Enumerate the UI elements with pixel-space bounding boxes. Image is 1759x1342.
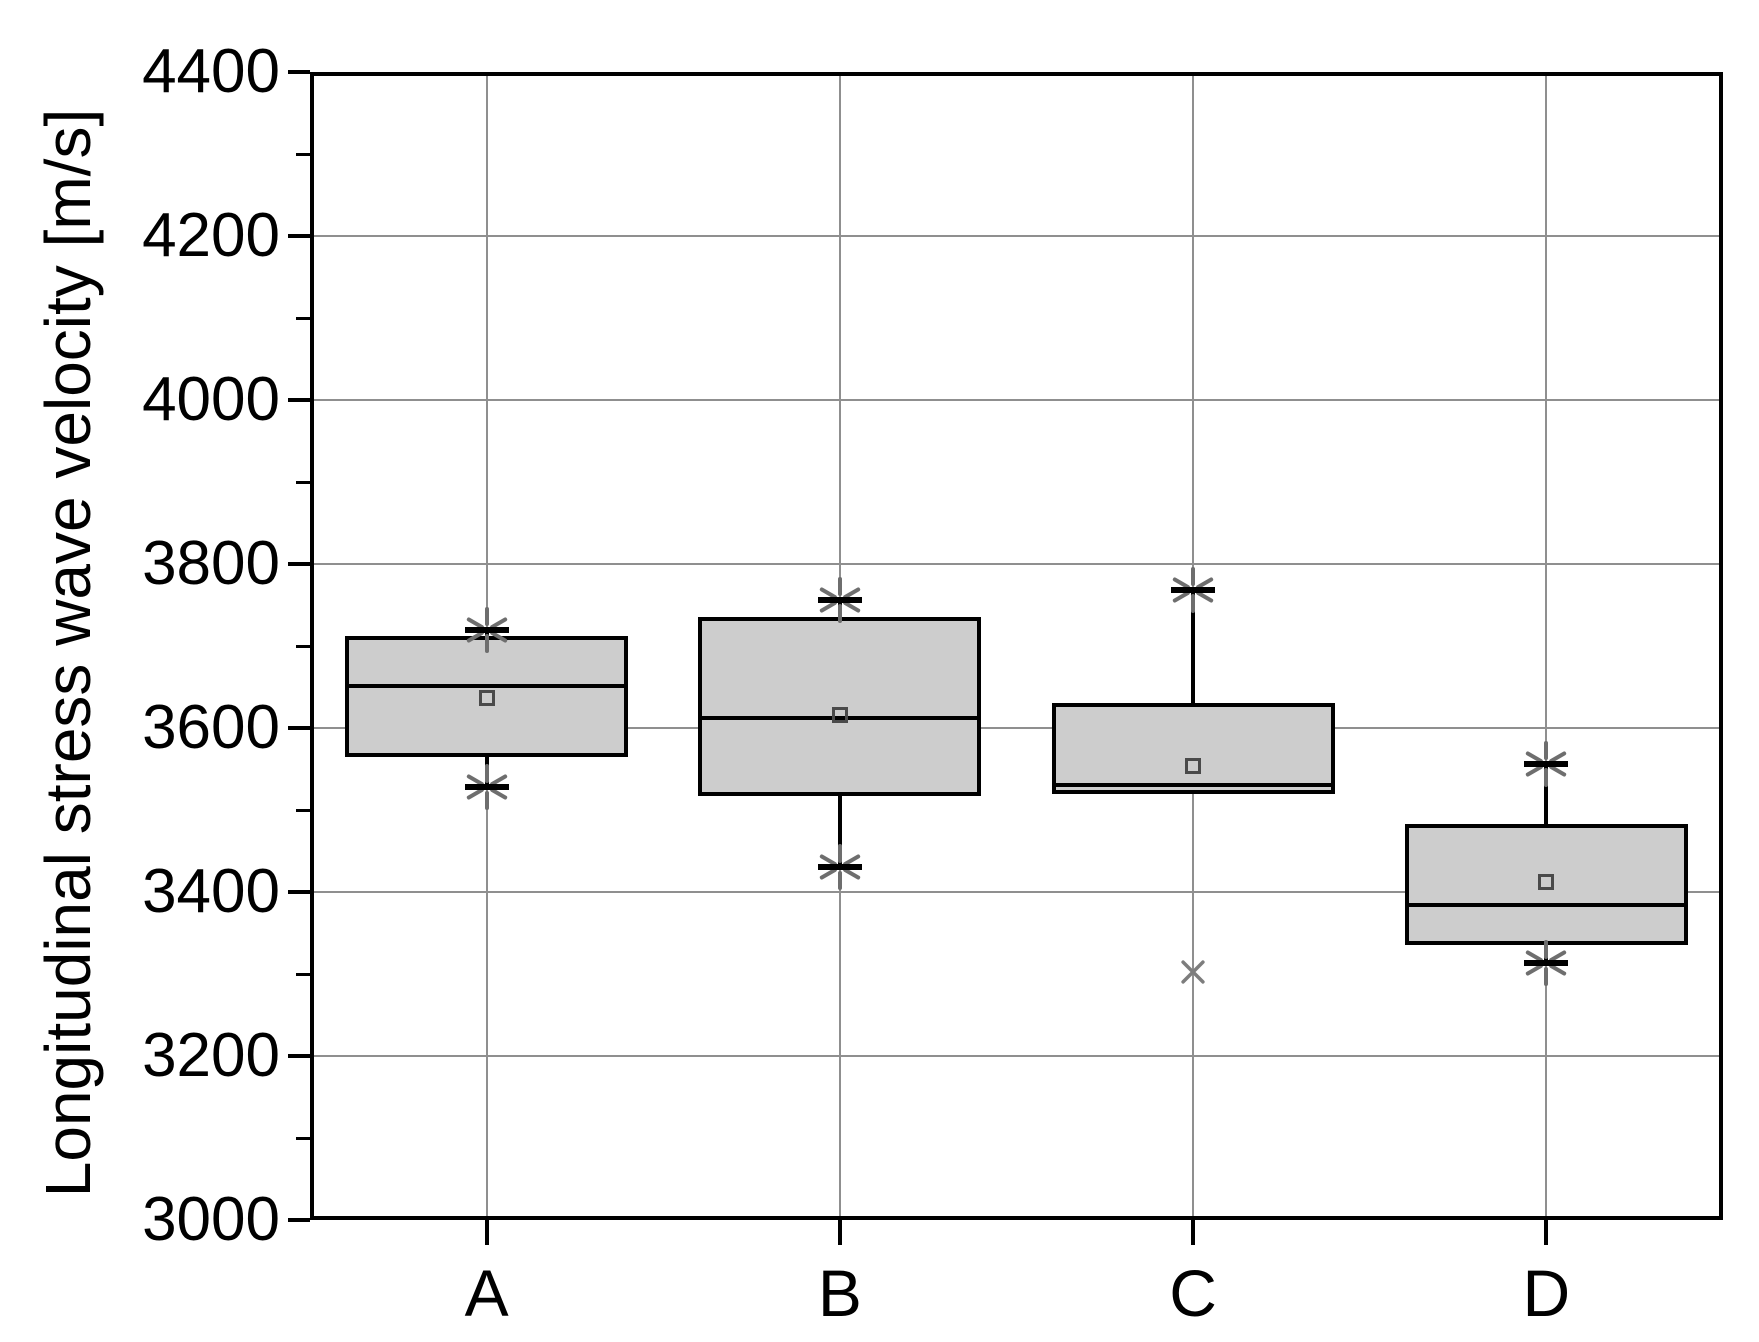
xtick-C bbox=[1191, 1220, 1196, 1245]
gridline-x-D bbox=[1545, 76, 1548, 1216]
end-marker-star-D-1 bbox=[1526, 940, 1567, 987]
median-B bbox=[701, 716, 979, 721]
xtick-label-C: C bbox=[1169, 1256, 1217, 1330]
xtick-A bbox=[484, 1220, 489, 1245]
end-marker-star-B-1 bbox=[819, 844, 861, 891]
whisker-upper-A bbox=[484, 629, 489, 637]
ytick-major-3200 bbox=[288, 1054, 310, 1058]
ytick-major-4000 bbox=[288, 398, 310, 402]
xtick-label-B: B bbox=[817, 1256, 862, 1330]
ytick-label-4400: 4400 bbox=[142, 37, 280, 106]
mean-marker-C bbox=[1185, 757, 1202, 774]
median-A bbox=[348, 684, 626, 689]
ytick-major-3800 bbox=[288, 562, 310, 566]
gridline-y-3400 bbox=[314, 891, 1719, 893]
ytick-major-3000 bbox=[288, 1218, 310, 1222]
end-marker-star-A-0 bbox=[466, 606, 507, 653]
box-A bbox=[345, 636, 629, 757]
whisker-lower-B bbox=[837, 796, 842, 868]
gridline-y-4200 bbox=[314, 235, 1719, 237]
whisker-cap-C-0 bbox=[1171, 587, 1216, 594]
whisker-cap-B-1 bbox=[817, 864, 862, 871]
ytick-major-3400 bbox=[288, 890, 310, 894]
whisker-cap-A-0 bbox=[464, 626, 509, 633]
mean-marker-A bbox=[478, 690, 495, 707]
xtick-B bbox=[837, 1220, 842, 1245]
xtick-D bbox=[1544, 1220, 1549, 1245]
mean-marker-B bbox=[831, 706, 848, 723]
ytick-label-3000: 3000 bbox=[142, 1185, 280, 1254]
ytick-label-3200: 3200 bbox=[142, 1021, 280, 1090]
ytick-label-3400: 3400 bbox=[142, 857, 280, 926]
gridline-y-3600 bbox=[314, 727, 1719, 729]
ytick-label-3800: 3800 bbox=[142, 529, 280, 598]
ytick-major-4400 bbox=[288, 70, 310, 74]
box-C bbox=[1051, 703, 1335, 795]
xtick-label-D: D bbox=[1522, 1256, 1571, 1330]
outlier-marker-C-0 bbox=[1181, 960, 1205, 985]
ytick-major-3600 bbox=[288, 726, 310, 730]
ytick-label-4200: 4200 bbox=[142, 201, 280, 270]
median-C bbox=[1054, 783, 1332, 788]
plot-area bbox=[310, 72, 1723, 1220]
gridline-y-3800 bbox=[314, 563, 1719, 565]
end-marker-star-C-0 bbox=[1172, 567, 1214, 614]
end-marker-star-B-0 bbox=[819, 577, 861, 624]
ytick-minor-3100 bbox=[296, 1136, 310, 1140]
gridline-y-4000 bbox=[314, 399, 1719, 401]
box-D bbox=[1404, 823, 1688, 946]
ytick-minor-3300 bbox=[296, 972, 310, 976]
whisker-cap-D-1 bbox=[1524, 960, 1569, 967]
ytick-minor-4300 bbox=[296, 152, 310, 156]
whisker-upper-C bbox=[1191, 590, 1196, 704]
whisker-cap-D-0 bbox=[1524, 761, 1569, 768]
end-marker-star-D-0 bbox=[1526, 741, 1567, 788]
median-D bbox=[1407, 903, 1685, 908]
xtick-label-A: A bbox=[464, 1256, 509, 1330]
end-marker-star-A-1 bbox=[466, 764, 507, 811]
ytick-minor-3700 bbox=[296, 644, 310, 648]
ytick-label-4000: 4000 bbox=[142, 365, 280, 434]
ytick-minor-4100 bbox=[296, 316, 310, 320]
whisker-upper-D bbox=[1544, 764, 1549, 824]
box-B bbox=[698, 617, 982, 797]
whisker-cap-A-1 bbox=[464, 784, 509, 791]
ytick-label-3600: 3600 bbox=[142, 693, 280, 762]
whisker-cap-B-0 bbox=[817, 597, 862, 604]
mean-marker-D bbox=[1538, 874, 1555, 891]
ytick-minor-3500 bbox=[296, 808, 310, 812]
ytick-minor-3900 bbox=[296, 480, 310, 484]
gridline-y-3200 bbox=[314, 1055, 1719, 1057]
ytick-major-4200 bbox=[288, 234, 310, 238]
